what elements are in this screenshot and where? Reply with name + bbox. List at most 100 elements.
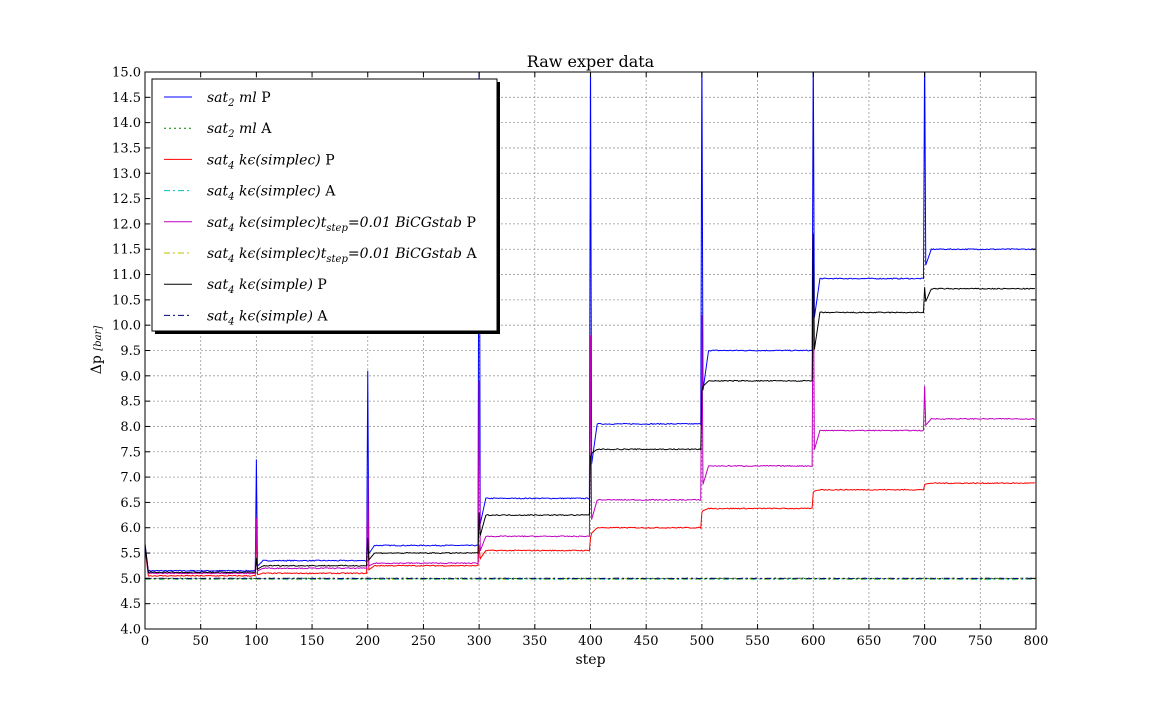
legend-box — [151, 78, 498, 332]
legend-entry: sat4 kϵ(simplec)tstep=0.01 BiCGstab P — [207, 215, 476, 234]
legend-entry-part: P — [257, 90, 271, 106]
legend-entry-part: kϵ(simplec)t — [235, 215, 327, 231]
x-tick-label: 700 — [912, 634, 937, 649]
legend-entry-part: 2 — [227, 98, 234, 109]
x-tick-label: 0 — [141, 634, 149, 649]
legend-entry-part: sat — [207, 215, 229, 231]
legend-entry-part: 4 — [227, 160, 234, 171]
svg-text:Δp [bar]: Δp [bar] — [89, 326, 105, 375]
legend-entry: sat4 kϵ(simple) P — [207, 277, 327, 296]
y-tick-label: 12.5 — [112, 192, 141, 207]
legend-entry-part: step — [326, 223, 348, 234]
y-tick-label: 11.0 — [112, 268, 141, 283]
axis-ticks: 0 50 100 150 200 250 300 350 400 450 500 550 600 650 7… — [112, 66, 1048, 650]
legend-entry-part: sat — [207, 90, 229, 106]
x-tick-label: 650 — [857, 634, 882, 649]
legend-entry-part: A — [313, 308, 328, 324]
legend-entry-part: kϵ(simple) — [235, 308, 313, 324]
legend-entry-part: A — [257, 121, 272, 137]
y-tick-label: 10.5 — [112, 293, 141, 308]
y-tick-label: 12.0 — [112, 217, 141, 232]
y-tick-label: 5.0 — [120, 572, 141, 587]
legend-entry-part: A — [321, 184, 336, 200]
x-tick-label: 450 — [634, 634, 659, 649]
y-tick-label: 9.0 — [120, 369, 141, 384]
x-tick-label: 200 — [355, 634, 380, 649]
legend-entry-part: kϵ(simple) — [235, 277, 313, 293]
x-tick-label: 350 — [522, 634, 547, 649]
legend-entry-part: step — [326, 254, 348, 265]
x-tick-label: 600 — [801, 634, 826, 649]
series-line — [145, 234, 1035, 575]
x-tick-label: 750 — [968, 634, 993, 649]
x-tick-label: 400 — [578, 634, 603, 649]
legend-entry-part: 4 — [227, 316, 234, 327]
legend-entry-part: sat — [207, 152, 229, 168]
legend-entry-part: =0.01 BiCGstab — [348, 215, 462, 231]
y-tick-label: 4.5 — [120, 597, 141, 612]
y-tick-label: 14.5 — [112, 91, 141, 106]
legend-entry: sat4 kϵ(simplec) P — [207, 152, 335, 171]
x-tick-label: 50 — [192, 634, 209, 649]
legend-entry-part: kϵ(simplec) — [235, 152, 321, 168]
y-tick-label: 6.5 — [120, 496, 141, 511]
y-tick-label: 4.0 — [120, 623, 141, 638]
chart-title: Raw exper data — [527, 52, 655, 71]
legend-entry-part: P — [313, 277, 327, 293]
x-tick-label: 550 — [745, 634, 770, 649]
legend-entry-part: sat — [207, 246, 229, 262]
x-tick-label: 500 — [689, 634, 714, 649]
legend-entry-part: 4 — [227, 223, 234, 234]
y-tick-label: 15.0 — [112, 66, 141, 81]
legend-entry-part: =0.01 BiCGstab — [348, 246, 462, 262]
y-axis-label: Δp [bar] — [89, 326, 105, 375]
legend-entry: sat4 kϵ(simplec) A — [207, 184, 336, 203]
legend-entry-part: sat — [207, 121, 229, 137]
legend-entry-part: sat — [207, 277, 229, 293]
series-line — [145, 577, 1035, 580]
y-tick-label: 7.5 — [120, 445, 141, 460]
legend-entry-part: kϵ(simplec)t — [235, 246, 327, 262]
y-tick-label: 13.0 — [112, 167, 141, 182]
legend-entry-part: 4 — [227, 254, 234, 265]
series-line — [145, 72, 1036, 573]
x-tick-label: 300 — [467, 634, 492, 649]
legend-entry-part: P — [462, 215, 476, 231]
y-axis-label-unit: [bar] — [93, 326, 104, 351]
y-tick-label: 10.0 — [112, 319, 141, 334]
y-axis-label-main: Δp — [89, 355, 105, 374]
x-tick-label: 800 — [1024, 634, 1049, 649]
legend-entry-part: ml — [235, 121, 257, 137]
y-tick-label: 14.0 — [112, 116, 141, 131]
legend-entry: sat2 ml P — [207, 90, 271, 109]
series-line — [145, 482, 1035, 577]
x-tick-label: 150 — [300, 634, 325, 649]
y-tick-label: 6.0 — [120, 521, 141, 536]
legend-entry-part: sat — [207, 308, 229, 324]
x-tick-label: 100 — [244, 634, 269, 649]
series-line — [145, 234, 1035, 574]
y-tick-label: 11.5 — [112, 243, 141, 258]
legend-entry-part: P — [321, 152, 335, 168]
legend-entry-part: 4 — [227, 192, 234, 203]
y-tick-label: 8.5 — [120, 395, 141, 410]
y-tick-label: 13.5 — [112, 141, 141, 156]
legend-entry-part: 2 — [227, 129, 234, 140]
y-tick-label: 7.0 — [120, 471, 141, 486]
legend-entry-part: sat — [207, 184, 229, 200]
legend-entry-part: 4 — [227, 285, 234, 296]
legend-entry-part: kϵ(simplec) — [235, 184, 321, 200]
legend-entry: sat4 kϵ(simple) A — [207, 308, 328, 327]
series-layer — [145, 72, 1036, 581]
x-axis-label: step — [575, 652, 605, 668]
series-line — [145, 578, 1035, 580]
y-tick-label: 8.0 — [120, 420, 141, 435]
legend-entry-part: ml — [235, 90, 257, 106]
legend-entry-part: A — [462, 246, 477, 262]
legend-entry: sat4 kϵ(simplec)tstep=0.01 BiCGstab A — [207, 246, 477, 265]
legend-entry: sat2 ml A — [207, 121, 272, 140]
x-tick-label: 250 — [411, 634, 436, 649]
y-tick-label: 9.5 — [120, 344, 141, 359]
